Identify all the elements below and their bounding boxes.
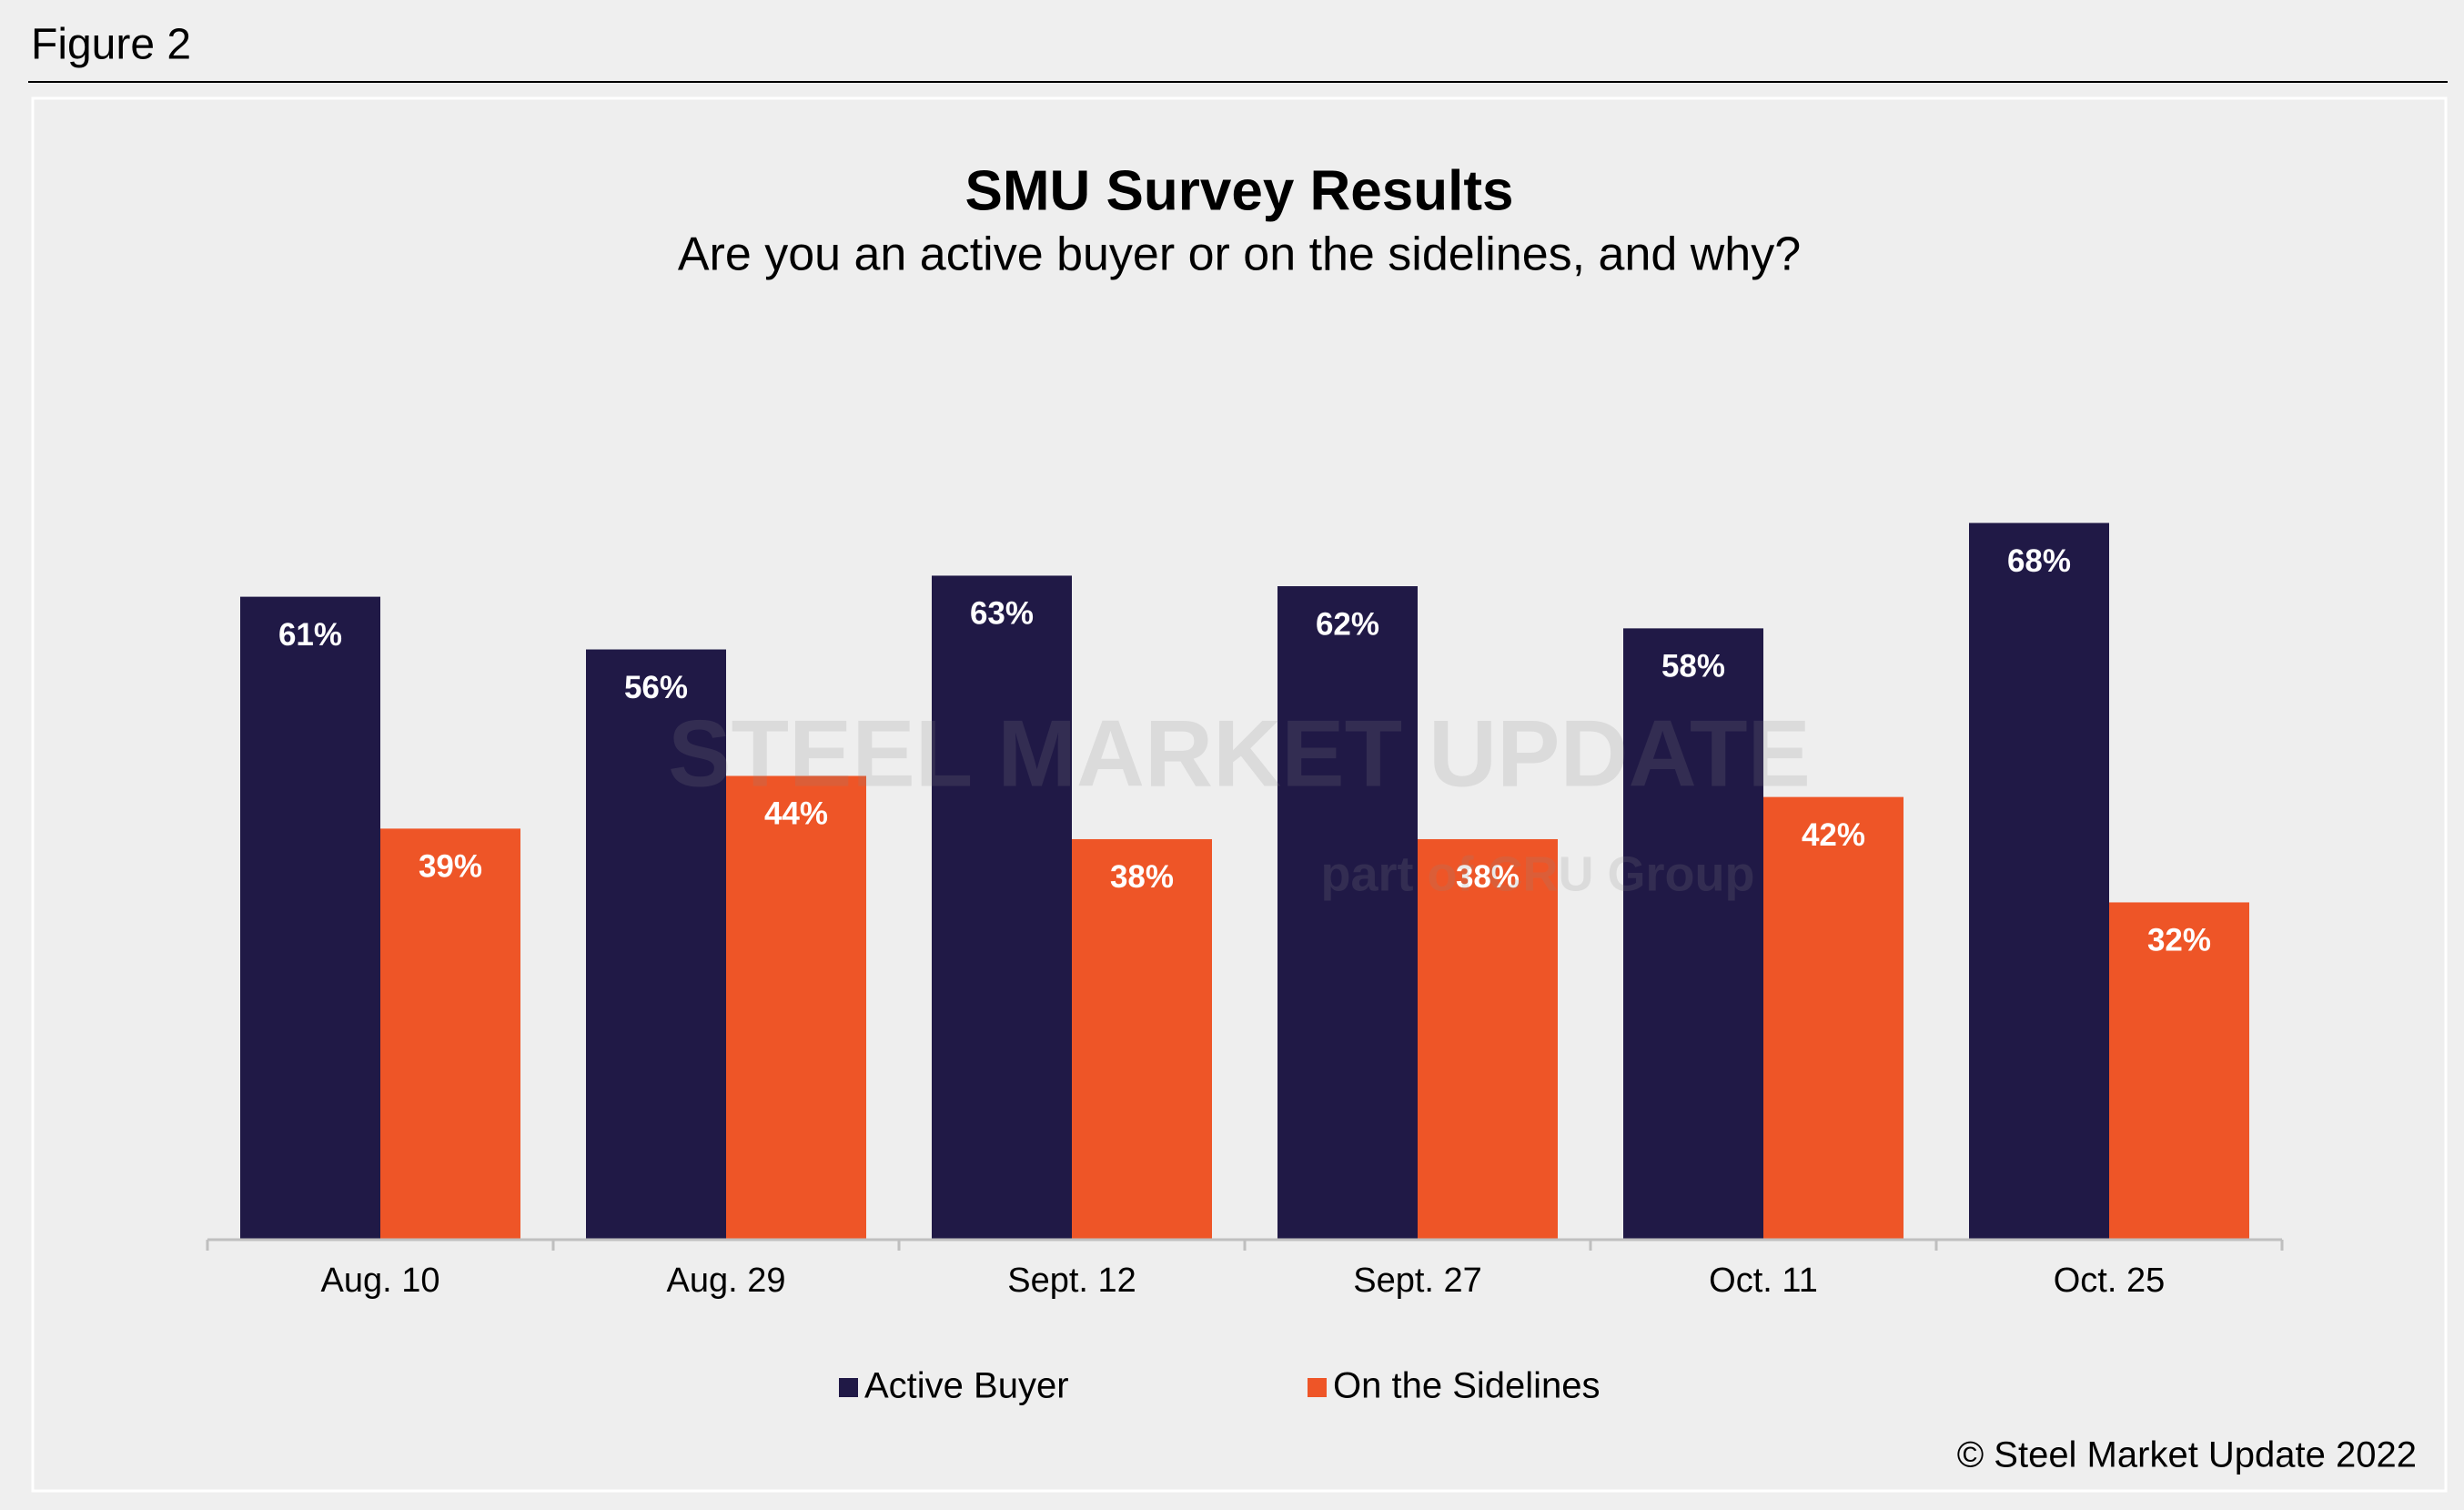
bar [1072,838,1212,1240]
bar [932,575,1072,1240]
bar [240,596,380,1240]
watermark: STEEL MARKET UPDATE [668,701,1811,806]
bar [1418,838,1558,1240]
bar [1763,796,1904,1240]
data-label: 62% [1316,606,1379,642]
x-tick-label: Oct. 25 [2054,1262,2166,1300]
figure-label: Figure 2 [31,21,191,69]
legend-label: On the Sidelines [1333,1366,1601,1406]
bar [586,649,726,1240]
legend-swatch [839,1378,858,1397]
data-label: 32% [2147,923,2211,958]
x-tick-label: Sept. 27 [1353,1262,1482,1300]
bar [380,828,520,1240]
watermark: part of CRU Group [1321,846,1755,901]
data-label: 58% [1661,649,1725,684]
chart-title: SMU Survey Results [965,159,1514,222]
bar [1277,586,1418,1240]
bar [2109,902,2249,1240]
bar [1623,628,1763,1240]
x-tick-label: Oct. 11 [1709,1262,1818,1300]
x-tick-label: Aug. 29 [667,1262,786,1300]
data-label: 56% [624,670,688,705]
credit: © Steel Market Update 2022 [1957,1435,2417,1475]
x-tick-label: Sept. 12 [1007,1262,1136,1300]
data-label: 63% [970,596,1034,632]
bar [726,775,866,1240]
data-label: 38% [1456,859,1520,895]
data-label: 61% [278,617,342,653]
data-label: 42% [1802,817,1865,853]
data-label: 38% [1110,859,1174,895]
data-label: 39% [419,849,482,885]
data-label: 44% [764,796,828,832]
data-label: 68% [2007,543,2071,579]
legend-label: Active Buyer [864,1366,1069,1406]
x-tick-label: Aug. 10 [321,1262,440,1300]
chart-subtitle: Are you an active buyer or on the sideli… [678,228,1801,281]
legend-swatch [1308,1378,1327,1397]
bar [1969,522,2109,1240]
